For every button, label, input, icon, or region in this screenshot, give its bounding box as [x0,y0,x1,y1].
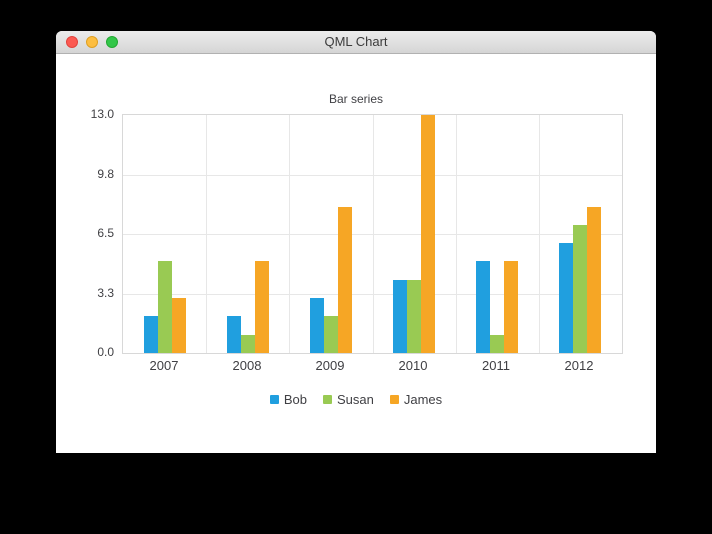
app-window: QML Chart Bar series 13.0 9.8 6.5 3.3 0.0 20… [56,31,656,453]
y-axis-tick-label: 3.3 [97,286,114,300]
bar-bob-2009 [310,298,324,353]
y-axis-tick-label: 13.0 [90,107,114,121]
x-axis-tick-label: 2010 [398,358,428,373]
gridline-vertical [539,115,540,353]
legend-item-susan[interactable]: Susan [322,391,374,407]
x-axis-tick-label: 2012 [564,358,594,373]
window-controls [66,36,118,48]
chart-title: Bar series [328,92,384,106]
close-button[interactable] [66,36,78,48]
legend: Bob Susan James [56,390,656,408]
bar-susan-2010 [407,280,421,353]
legend-marker-icon [269,394,279,404]
gridline-vertical [289,115,290,353]
bar-james-2008 [255,261,269,353]
titlebar[interactable]: QML Chart [56,31,656,54]
bar-susan-2009 [324,316,338,353]
gridline-vertical [206,115,207,353]
bar-james-2007 [172,298,186,353]
legend-item-bob[interactable]: Bob [269,391,307,407]
gridline-horizontal [123,175,622,176]
x-axis-tick-label: 2009 [315,358,345,373]
gridline-vertical [456,115,457,353]
bar-susan-2008 [241,335,255,353]
legend-item-james[interactable]: James [389,391,443,407]
gridline-horizontal [123,294,622,295]
chart-view: Bar series 13.0 9.8 6.5 3.3 0.0 2007 2008 2009… [56,54,656,453]
zoom-button[interactable] [106,36,118,48]
minimize-button[interactable] [86,36,98,48]
y-axis-tick-label: 6.5 [97,226,114,240]
bar-james-2011 [504,261,518,353]
plot-area [122,114,623,354]
bar-bob-2007 [144,316,158,353]
legend-marker-icon [389,394,399,404]
gridline-vertical [373,115,374,353]
bar-bob-2012 [559,243,573,353]
gridline-horizontal [123,234,622,235]
bar-james-2009 [338,207,352,353]
bar-bob-2008 [227,316,241,353]
y-axis-tick-label: 9.8 [97,167,114,181]
legend-marker-icon [322,394,332,404]
y-axis-tick-label: 0.0 [97,345,114,359]
bar-susan-2007 [158,261,172,353]
x-axis-tick-label: 2011 [482,358,510,373]
bar-susan-2011 [490,335,504,353]
x-axis-tick-label: 2008 [232,358,262,373]
window-title: QML Chart [324,34,388,49]
bar-bob-2011 [476,261,490,353]
legend-label: James [403,391,443,407]
legend-label: Bob [283,391,307,407]
legend-label: Susan [336,391,374,407]
bar-james-2012 [587,207,601,353]
bar-bob-2010 [393,280,407,353]
x-axis-tick-label: 2007 [149,358,179,373]
bar-susan-2012 [573,225,587,353]
bar-james-2010 [421,115,435,353]
